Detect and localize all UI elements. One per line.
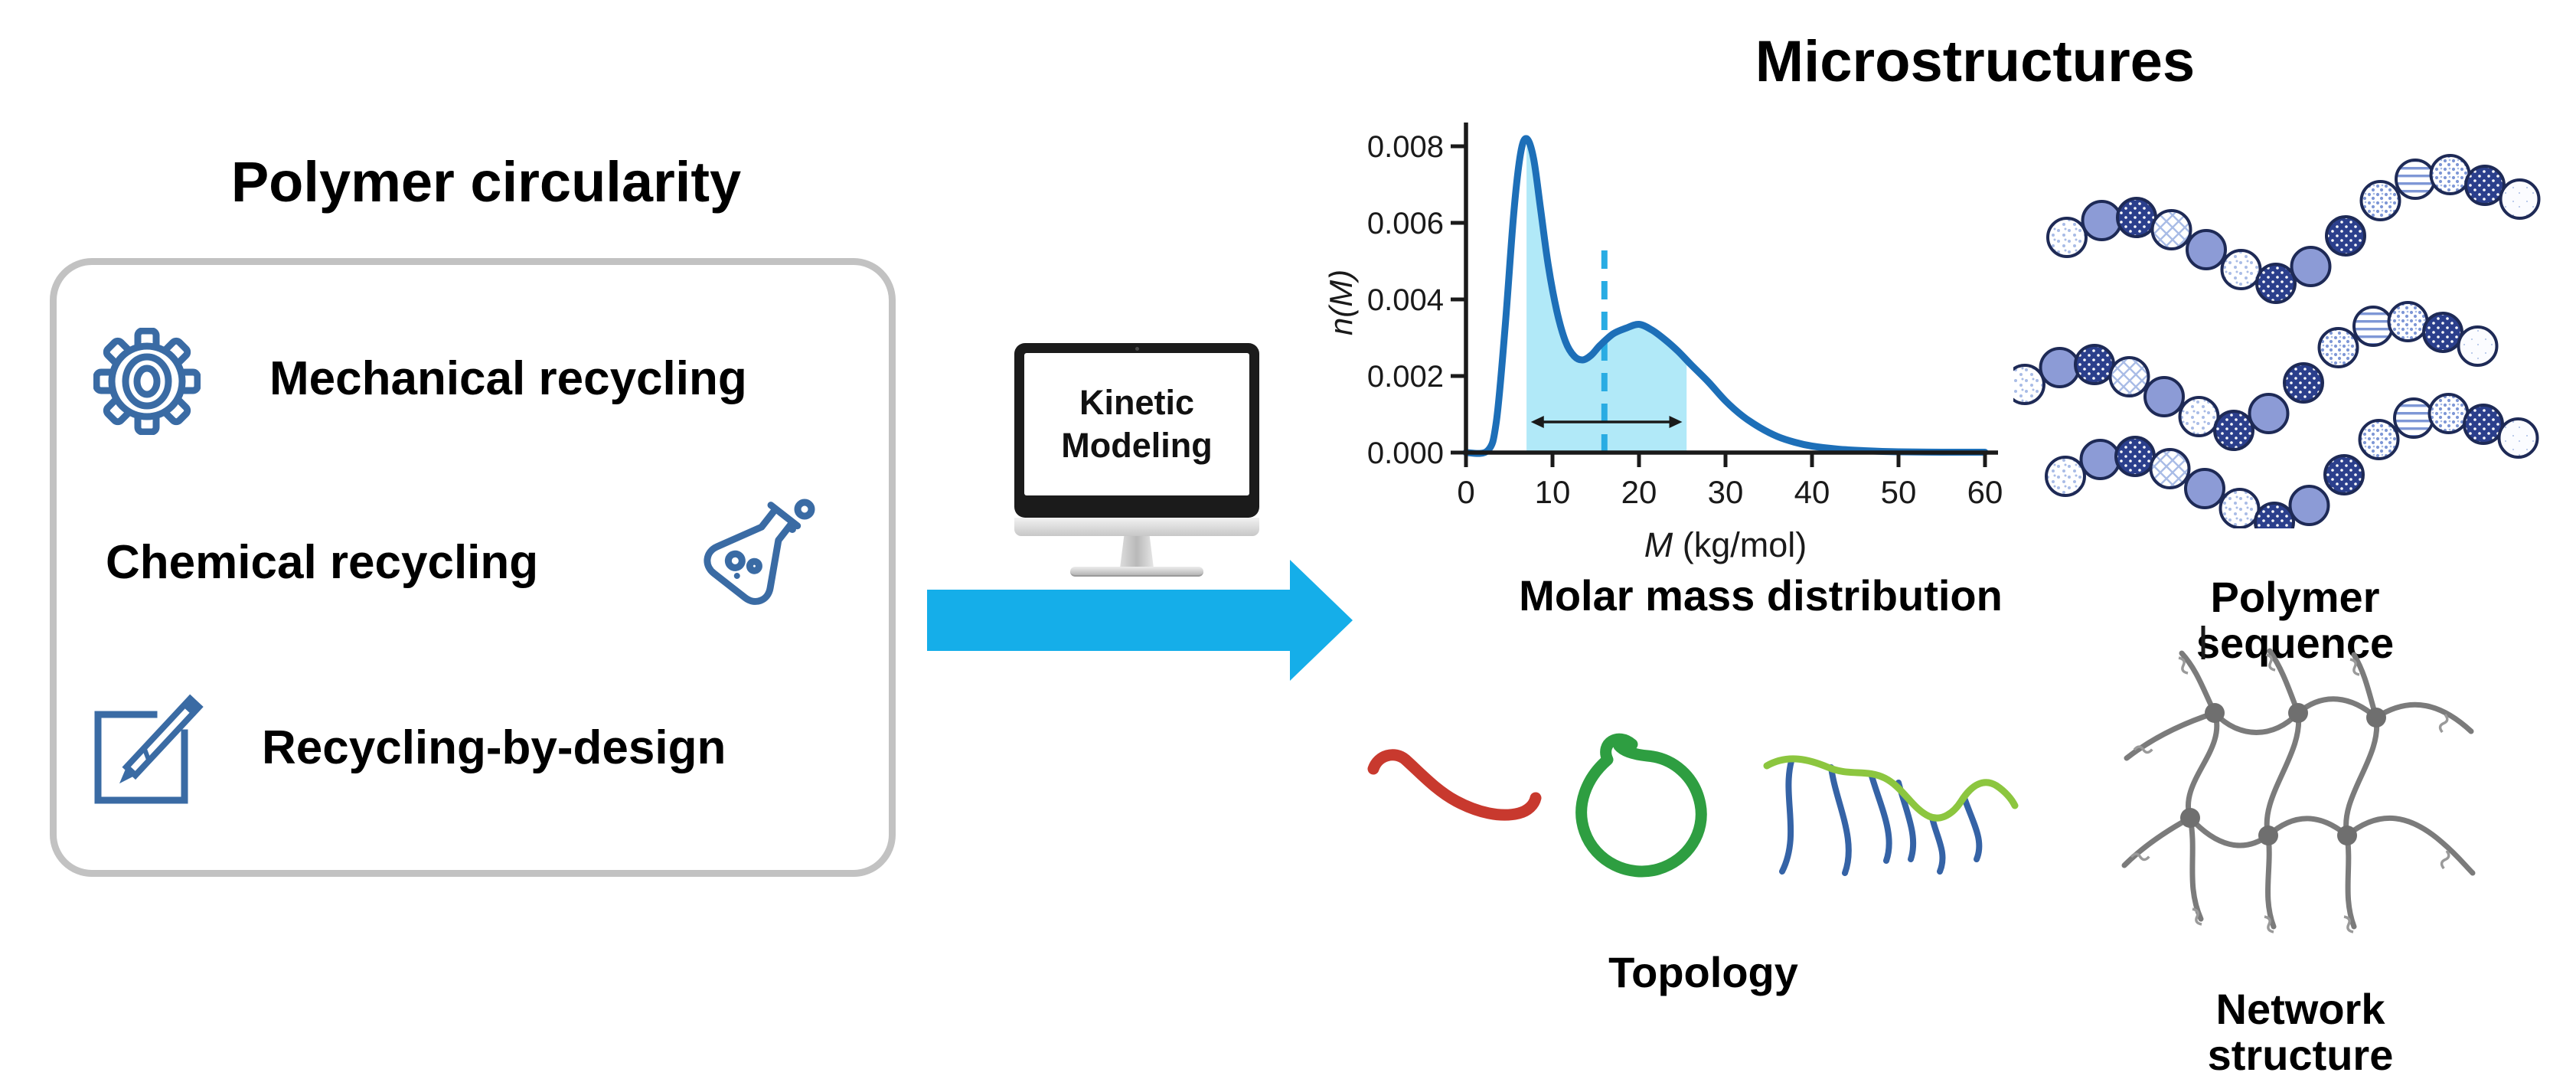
svg-text:20: 20 [1621, 474, 1657, 510]
molar-mass-distribution-chart: 0.000 0.002 0.004 0.006 0.008 0 10 20 30 40 50 60 n(… [1324, 123, 2003, 564]
gear-icon [93, 328, 201, 435]
branched-chain-shape [1763, 755, 2019, 876]
caption-topology: Topology [1608, 948, 1798, 996]
crosslink-nodes [2180, 703, 2386, 845]
caption-molar-mass-distribution: Molar mass distribution [1519, 571, 2003, 620]
figure-canvas: { "left_panel": { "title": "Polymer circ… [50, 29, 2541, 1078]
network-strands [2121, 648, 2476, 930]
svg-text:10: 10 [1535, 474, 1571, 510]
svg-text:50: 50 [1881, 474, 1917, 510]
left-panel-title: Polymer circularity [230, 150, 742, 214]
monitor-stand-neck [1120, 536, 1154, 568]
monitor-stand-base [1070, 567, 1203, 577]
ring-chain-shape [1575, 733, 1707, 878]
process-arrow [927, 560, 1353, 681]
chain-end-squiggles [2130, 653, 2450, 933]
svg-text:0.006: 0.006 [1367, 207, 1444, 240]
svg-text:n(M): n(M) [1324, 270, 1359, 335]
topology-illustration [1367, 733, 2019, 878]
svg-text:0.002: 0.002 [1367, 360, 1444, 394]
svg-text:0.008: 0.008 [1367, 130, 1444, 164]
pencil [119, 694, 204, 784]
arrow-shape [927, 560, 1353, 681]
item-label-chemical-recycling: Chemical recycling [106, 536, 539, 589]
svg-text:M (kg/mol): M (kg/mol) [1644, 525, 1807, 564]
monitor-chin [1014, 518, 1259, 536]
monitor-screen: Kinetic Modeling [1024, 353, 1249, 495]
item-label-mechanical-recycling: Mechanical recycling [269, 352, 747, 405]
flask-icon [704, 499, 815, 605]
svg-text:0.000: 0.000 [1367, 437, 1444, 470]
screen-text-line2: Modeling [1061, 426, 1213, 465]
bead-chains [2013, 154, 2541, 528]
caption-polymer-sequence: Polymer sequence [2196, 573, 2395, 667]
polymer-sequence-illustration [2013, 154, 2541, 528]
network-structure-illustration [2121, 626, 2476, 933]
item-label-recycling-by-design: Recycling-by-design [262, 721, 726, 774]
right-panel-title: Microstructures [1755, 29, 2196, 94]
monitor-camera-dot [1135, 347, 1139, 351]
linear-chain-shape [1367, 749, 1542, 821]
svg-text:30: 30 [1708, 474, 1744, 510]
kinetic-modeling-monitor: Kinetic Modeling [1014, 343, 1259, 580]
caption-network-structure: Network structure [2207, 985, 2394, 1079]
svg-text:0: 0 [1457, 474, 1474, 510]
notepad-pencil-icon [94, 694, 204, 804]
svg-text:60: 60 [1967, 474, 2003, 510]
svg-text:40: 40 [1794, 474, 1830, 510]
svg-text:0.004: 0.004 [1367, 283, 1444, 317]
screen-text-line1: Kinetic [1079, 383, 1195, 422]
